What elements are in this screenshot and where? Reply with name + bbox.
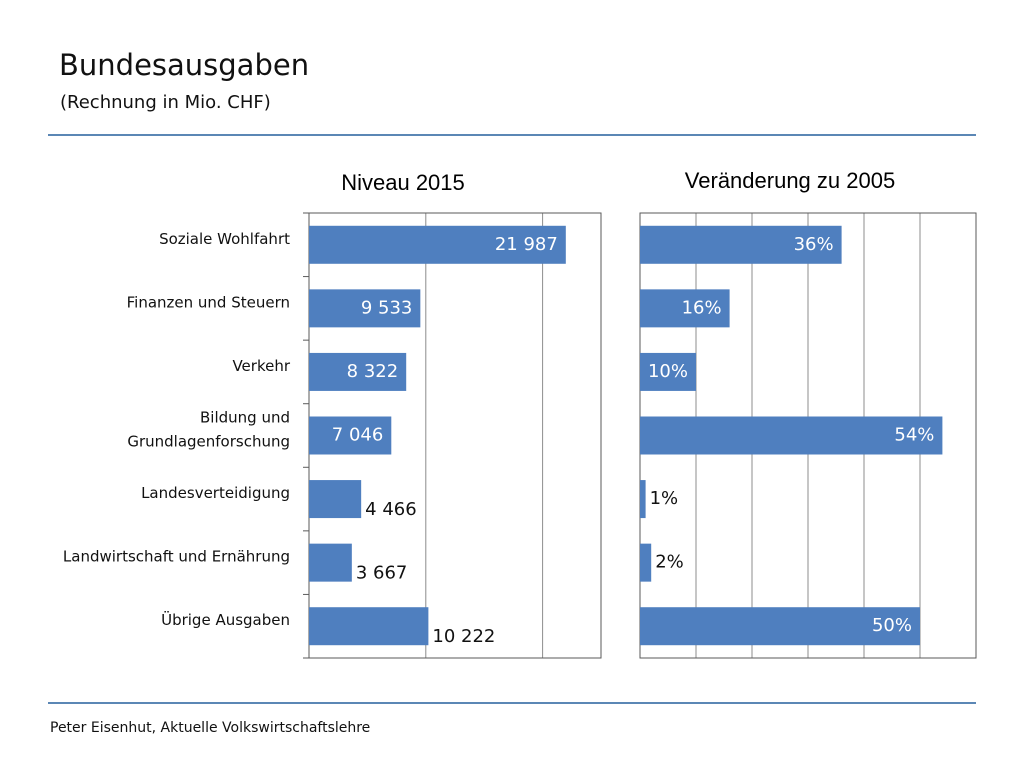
category-label: Soziale Wohlfahrt [159, 230, 290, 248]
data-label: 9 533 [361, 297, 413, 318]
change-chart-title: Veränderung zu 2005 [685, 168, 895, 193]
data-label: 7 046 [332, 425, 384, 446]
bar [309, 543, 352, 582]
slide-title: Bundesausgaben [59, 48, 310, 82]
niveau-chart-title: Niveau 2015 [341, 170, 465, 195]
category-label-line: Landwirtschaft und Ernährung [63, 548, 290, 566]
category-label-line: Bildung und [200, 409, 290, 427]
category-label: Verkehr [232, 357, 290, 375]
bar [640, 416, 943, 455]
data-label: 4 466 [365, 499, 417, 520]
category-label: Landwirtschaft und Ernährung [63, 548, 290, 566]
bar [309, 416, 392, 455]
bar [309, 480, 362, 519]
data-label: 3 667 [356, 563, 408, 584]
top-divider [48, 134, 976, 136]
data-label: 50% [872, 615, 912, 636]
bar [640, 607, 920, 646]
bar [640, 352, 696, 391]
bar [309, 225, 566, 264]
niveau-2015-chart: Soziale Wohlfahrt Finanzen und Steuern Ver… [63, 212, 602, 659]
data-label: 10 222 [432, 626, 495, 647]
slide-subtitle: (Rechnung in Mio. CHF) [60, 92, 271, 113]
data-label: 36% [794, 234, 834, 255]
data-label: 16% [682, 297, 722, 318]
bottom-divider [48, 702, 976, 704]
category-label: Landesverteidigung [141, 484, 290, 502]
category-label: Übrige Ausgaben [161, 610, 290, 629]
category-label: Finanzen und Steuern [127, 293, 290, 311]
category-label: Bildung und Grundlagenforschung [127, 409, 290, 451]
category-label-line: Finanzen und Steuern [127, 293, 290, 311]
data-label: 1% [650, 488, 679, 509]
footer-credit: Peter Eisenhut, Aktuelle Volkswirtschaft… [50, 720, 371, 736]
bar [309, 289, 421, 328]
category-label-line: Verkehr [232, 357, 290, 375]
data-label: 54% [894, 425, 934, 446]
bar [309, 607, 429, 646]
category-label-line: Übrige Ausgaben [161, 610, 290, 629]
category-label-line: Soziale Wohlfahrt [159, 230, 290, 248]
data-label: 10% [648, 361, 688, 382]
data-label: 8 322 [347, 361, 399, 382]
bar [640, 289, 730, 328]
data-label: 21 987 [495, 234, 558, 255]
bar [640, 225, 842, 264]
category-label-line: Grundlagenforschung [127, 433, 290, 451]
veraenderung-chart: 36% 16% 10% 54% 1% 2% 50% [639, 212, 977, 659]
bar [640, 543, 652, 582]
bar [640, 480, 646, 519]
category-label-line: Landesverteidigung [141, 484, 290, 502]
data-label: 2% [655, 552, 684, 573]
bar [309, 352, 407, 391]
